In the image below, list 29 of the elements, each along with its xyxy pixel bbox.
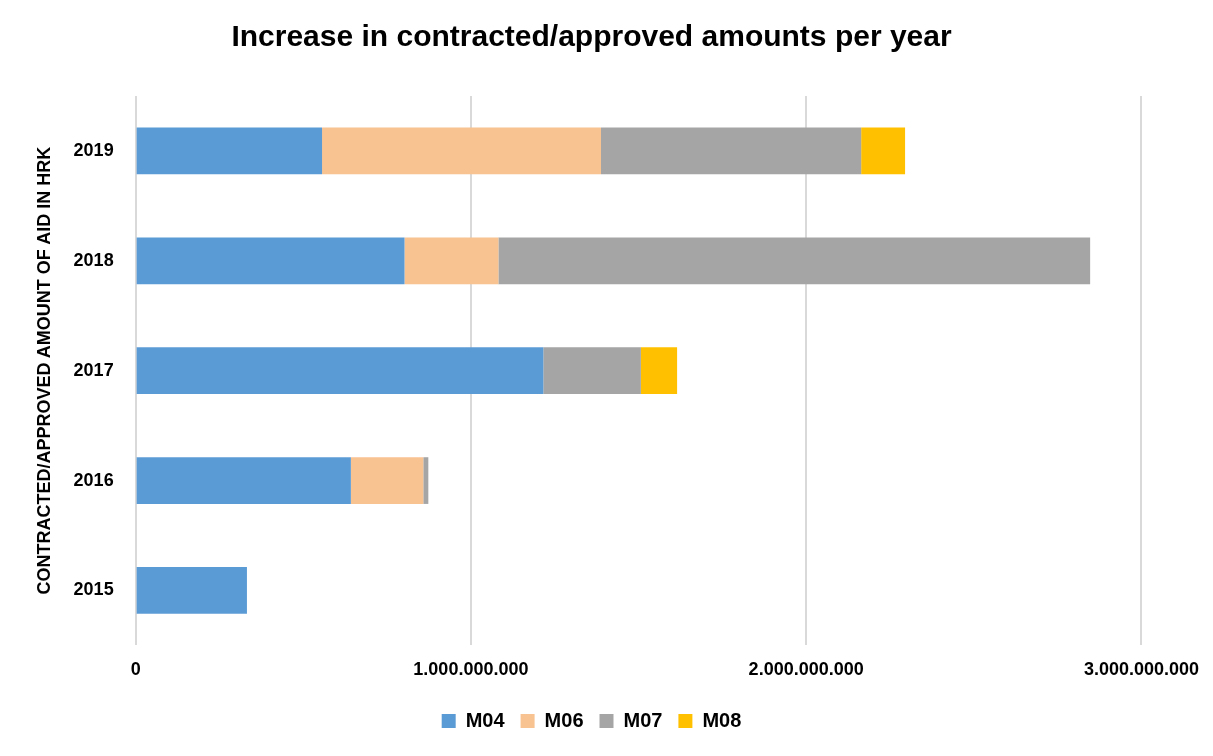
x-tick-label: 2.000.000.000 [748,659,864,680]
bar [322,127,601,175]
bar [136,237,405,285]
bar [423,457,429,504]
bar [136,457,351,504]
y-tick-label: 2018 [73,249,114,270]
chart-title: Increase in contracted/approved amounts per year [231,19,952,53]
bar [600,127,862,175]
x-tick-label: 3.000.000.000 [1083,659,1200,680]
bar [640,347,678,395]
legend-label: M08 [702,708,742,731]
bar [136,127,323,175]
y-tick-label: 2015 [73,579,114,600]
x-tick-label: 1.000.000.000 [413,659,529,680]
bar [498,237,1091,285]
bar [861,127,906,175]
legend-label: M07 [623,708,663,731]
legend-label: M04 [465,708,506,731]
bar [136,347,544,395]
x-tick-label: 0 [130,659,141,680]
y-tick-label: 2019 [73,139,114,160]
bar [543,347,641,395]
y-axis-title: CONTRACTED/APPROVED AMOUNT OF AID IN HRK [33,146,54,595]
bar [350,457,424,504]
y-tick-label: 2016 [73,469,114,490]
bar [404,237,499,285]
y-tick-label: 2017 [73,359,114,380]
bar [136,567,247,614]
legend-label: M06 [544,708,584,731]
